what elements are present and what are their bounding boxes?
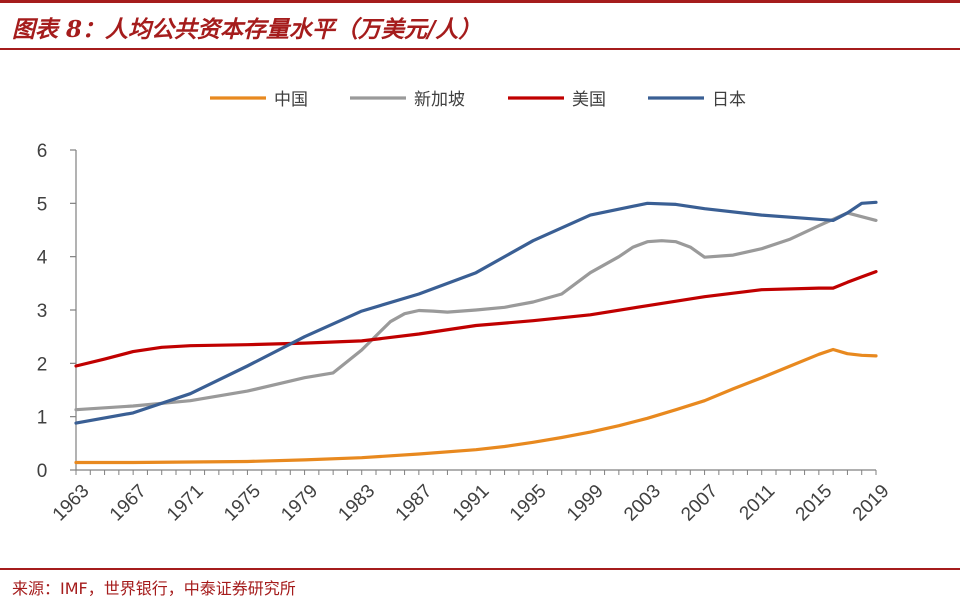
x-tick-label: 1963 — [49, 481, 94, 526]
x-tick-label: 2011 — [736, 481, 780, 525]
x-tick-label: 2003 — [620, 481, 665, 526]
y-tick-label: 5 — [37, 194, 48, 215]
chart-axes: 0 1 2 3 4 5 6 1963 1967 1971 1975 1979 1983 1987 1991 1… — [37, 141, 894, 525]
legend-label: 新加坡 — [414, 90, 465, 110]
x-tick-label: 1999 — [563, 481, 608, 526]
legend-label: 美国 — [572, 90, 606, 110]
x-tick-label: 1979 — [277, 481, 322, 526]
y-tick-label: 4 — [37, 248, 48, 269]
x-tick-label: 1971 — [163, 481, 208, 526]
x-tick-label: 2019 — [849, 481, 894, 526]
chart-legend: 中国 新加坡 美国 日本 — [210, 90, 746, 110]
y-tick-label: 1 — [37, 408, 48, 429]
series-line-日本 — [74, 200, 878, 425]
y-tick-label: 3 — [37, 301, 48, 322]
series-line-中国 — [74, 347, 878, 465]
x-tick-label: 1987 — [392, 481, 437, 526]
x-tick-label: 1983 — [335, 481, 380, 526]
x-tick-label: 1991 — [449, 481, 494, 526]
y-tick-label: 2 — [37, 354, 48, 375]
series-line-美国 — [74, 270, 878, 368]
x-tick-label: 1975 — [220, 481, 265, 526]
top-rule — [0, 0, 960, 3]
source-note: 来源：IMF，世界银行，中泰证券研究所 — [12, 579, 296, 598]
x-tick-label: 1995 — [506, 481, 551, 526]
x-tick-label: 1967 — [106, 481, 151, 526]
bottom-divider — [0, 568, 960, 570]
legend-label: 日本 — [712, 90, 746, 110]
chart-series — [74, 200, 878, 465]
legend-label: 中国 — [274, 90, 308, 110]
y-tick-label: 0 — [37, 461, 48, 482]
y-tick-label: 6 — [37, 141, 48, 162]
series-line-新加坡 — [74, 211, 878, 412]
title-divider — [0, 48, 960, 50]
x-tick-label: 2015 — [792, 481, 837, 526]
x-tick-label: 2007 — [677, 481, 722, 526]
chart-title: 图表 8：人均公共资本存量水平（万美元/人） — [12, 16, 482, 43]
